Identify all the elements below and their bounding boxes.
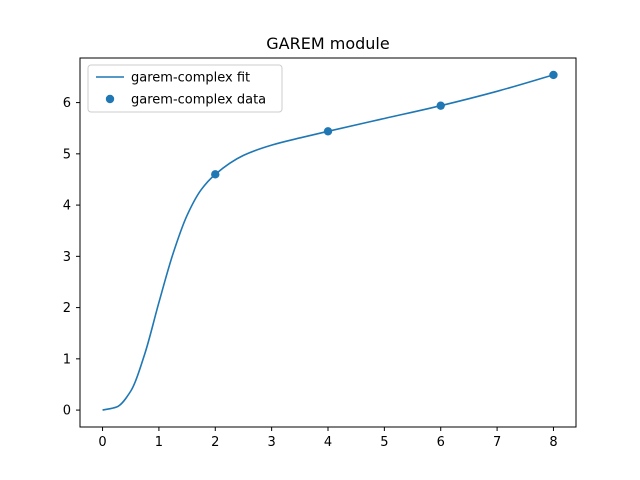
y-tick-label: 6 <box>63 96 71 111</box>
axes-layer: 0 1 2 3 4 5 6 7 8 0 1 2 3 4 5 6 <box>63 57 577 450</box>
chart-title: GAREM module <box>266 34 389 53</box>
data-point <box>211 170 220 179</box>
y-tick-label: 0 <box>63 404 71 419</box>
legend-label: garem-complex data <box>131 93 266 108</box>
x-tick-label: 2 <box>211 435 219 450</box>
x-tick-label: 5 <box>380 435 388 450</box>
x-tick-label: 7 <box>493 435 501 450</box>
x-tick-label: 0 <box>98 435 106 450</box>
legend-label: garem-complex fit <box>131 71 250 86</box>
x-tick-label: 8 <box>549 435 557 450</box>
legend-box <box>87 64 283 113</box>
y-tick-label: 3 <box>63 250 71 265</box>
x-tick-label: 3 <box>267 435 275 450</box>
data-point <box>323 127 333 136</box>
x-tick-label: 6 <box>437 435 445 450</box>
series-layer <box>102 70 558 411</box>
y-tick-label: 5 <box>63 147 71 162</box>
data-point <box>436 101 445 110</box>
y-tick-label: 4 <box>63 199 71 214</box>
data-point <box>549 70 558 80</box>
plot-area <box>80 58 576 427</box>
x-tick-label: 1 <box>155 435 163 450</box>
legend: garem-complex fit garem-complex data <box>87 64 283 113</box>
legend-handle <box>105 94 115 104</box>
x-tick-label: 4 <box>324 435 332 450</box>
y-tick-label: 2 <box>63 301 71 316</box>
y-tick-label: 1 <box>63 352 71 367</box>
